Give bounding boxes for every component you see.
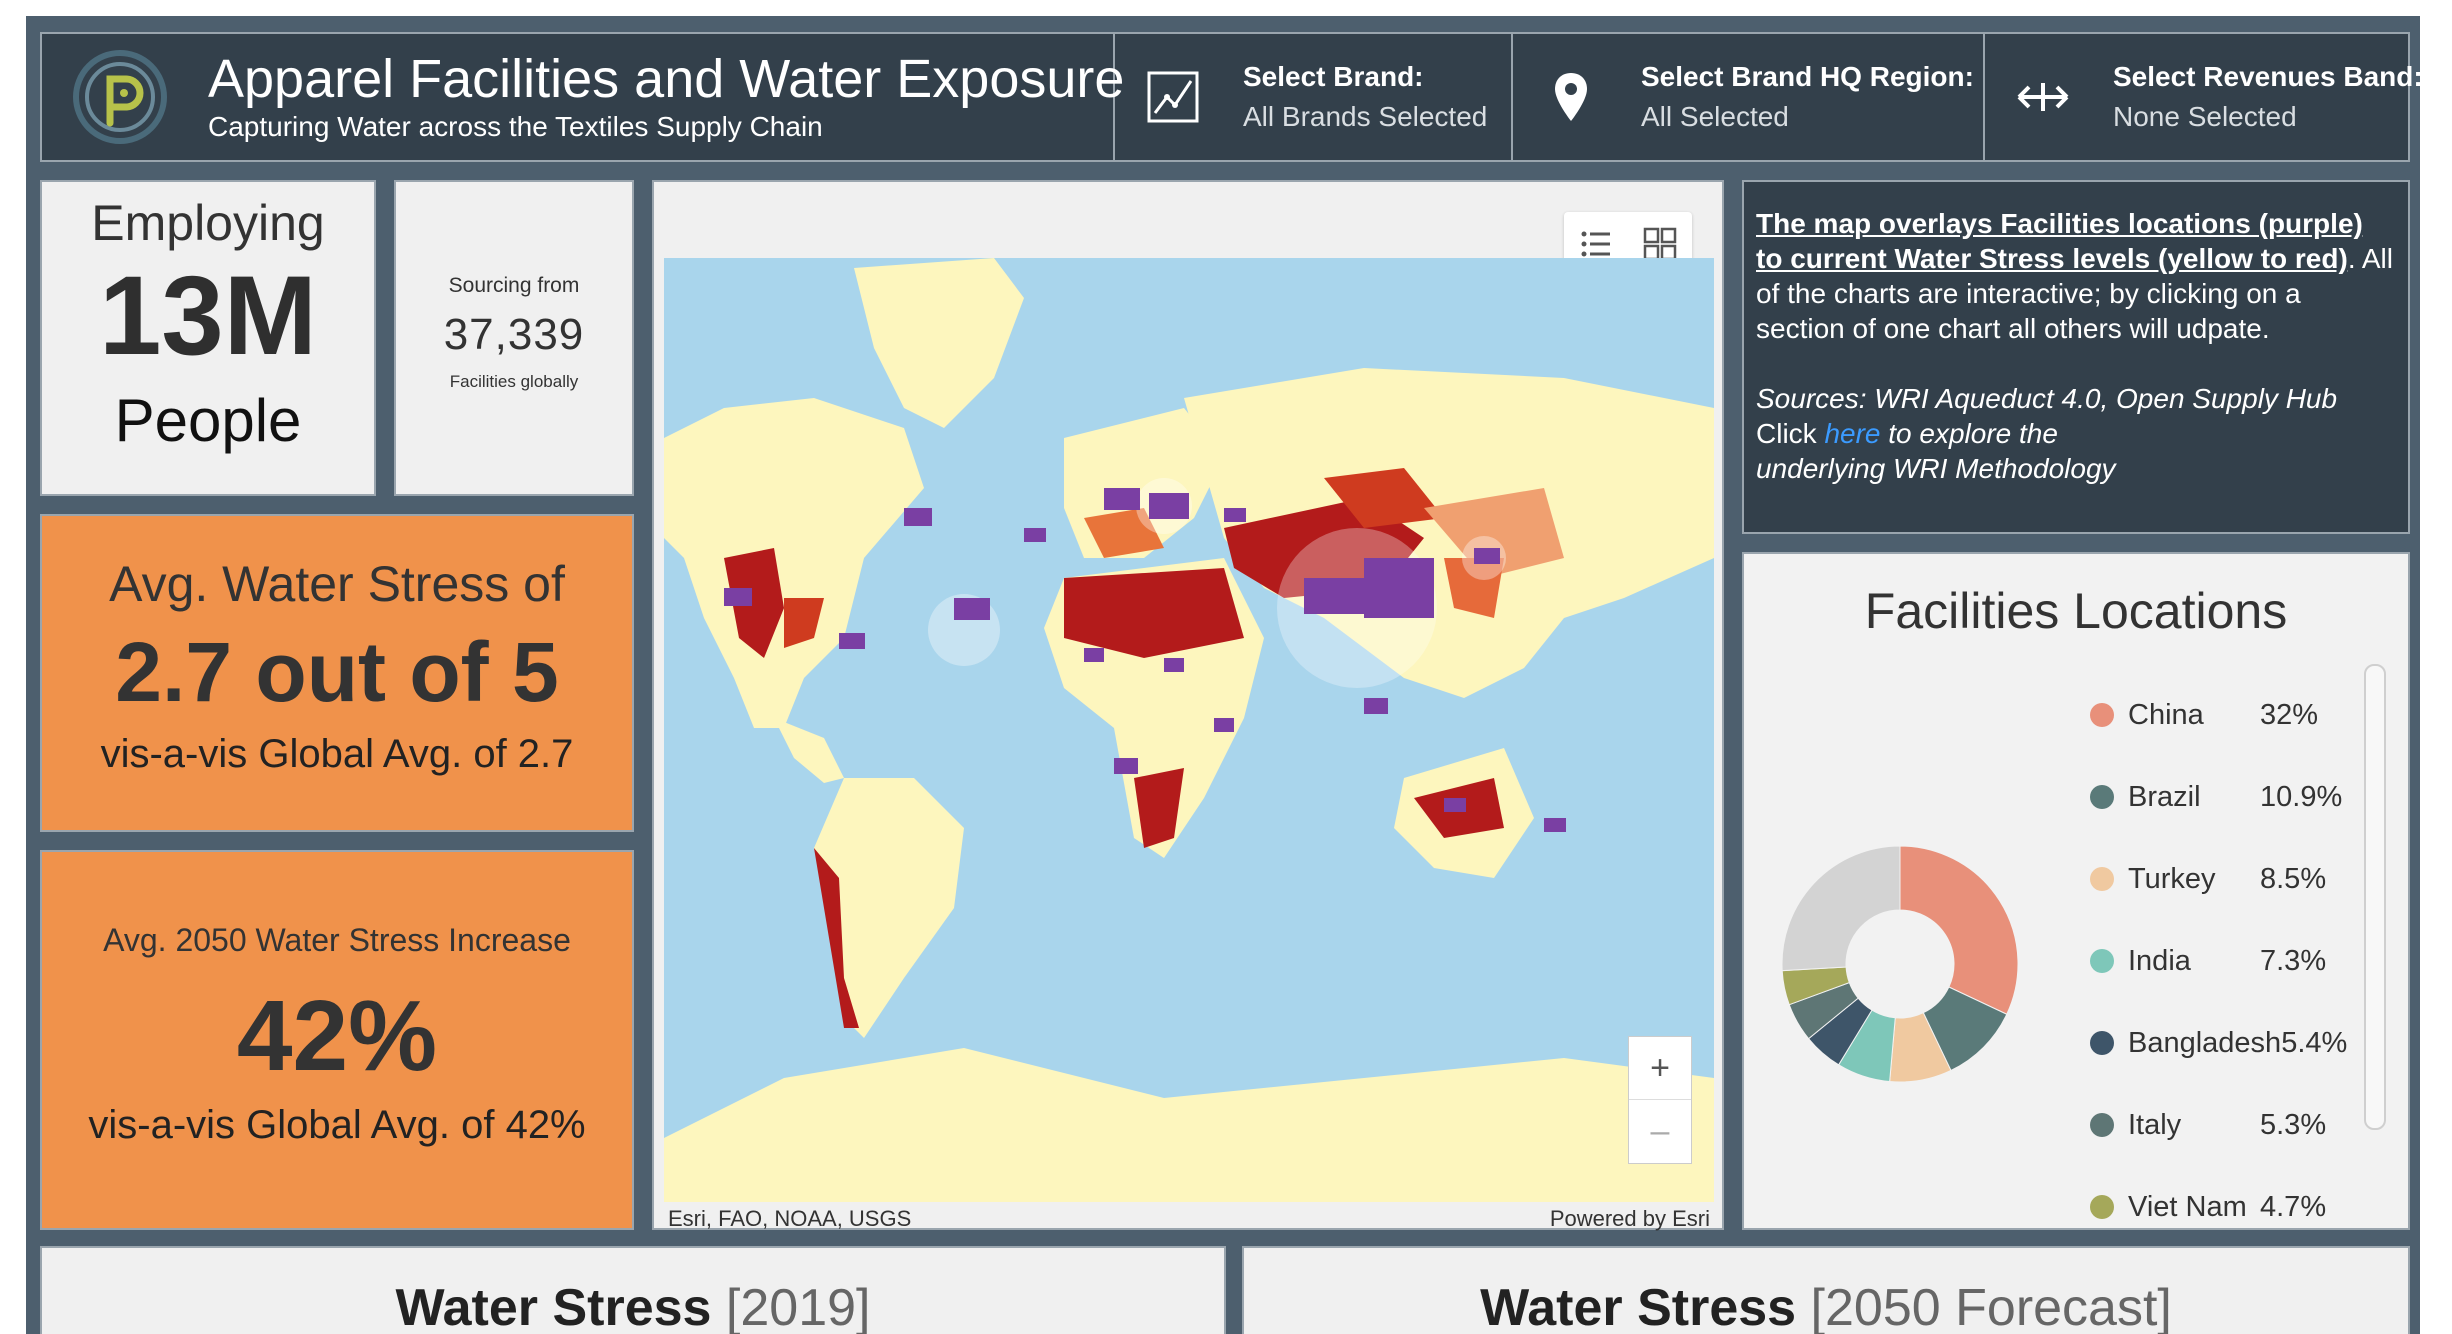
region-filter-value: All Selected	[1641, 101, 1789, 132]
sourcing-value: 37,339	[443, 310, 585, 359]
water-stress-card: Avg. Water Stress of 2.7 out of 5 vis-a-…	[40, 514, 634, 832]
legend-pct: 32%	[2260, 698, 2319, 731]
region-filter[interactable]: Select Brand HQ Region: All Selected	[1513, 34, 1985, 160]
stress-increase-value: 42%	[236, 980, 438, 1092]
legend-dot	[2090, 785, 2114, 809]
facilities-donut[interactable]	[1780, 844, 2020, 1084]
employing-value: 13M	[99, 253, 317, 378]
legend-item[interactable]: Italy 5.3%	[2090, 1084, 2330, 1166]
revenue-filter-label: Select Revenues Band:	[2113, 61, 2423, 92]
location-pin-icon	[1555, 73, 1587, 121]
info-intro-underlined: The map overlays Facilities locations (p…	[1756, 208, 2363, 274]
legend-pct: 7.3%	[2260, 944, 2327, 977]
water-stress-value: 2.7 out of 5	[115, 625, 559, 719]
map-attribution: Esri, FAO, NOAA, USGS Powered by Esri	[664, 1206, 1714, 1231]
header-bar: Apparel Facilities and Water Exposure Ca…	[40, 32, 2423, 162]
arrows-icon	[2017, 83, 2069, 111]
dashboard-frame: Apparel Facilities and Water Exposure Ca…	[26, 16, 2423, 1334]
attribution-powered[interactable]: Powered by Esri	[1549, 1206, 1710, 1231]
legend-pct: 8.5%	[2260, 862, 2327, 895]
chart-icon	[1147, 71, 1199, 123]
legend-pct: 10.9%	[2260, 780, 2343, 813]
employing-label: Employing	[91, 195, 325, 251]
donut-slice-china[interactable]	[1899, 845, 2019, 1015]
legend-country: Turkey	[2128, 862, 2216, 895]
info-click-rest: to explore the	[1880, 418, 2058, 449]
info-sources: Sources: WRI Aqueduct 4.0, Open Supply H…	[1756, 383, 2338, 414]
water-stress-2050-header: Water Stress [2050 Forecast]	[1242, 1246, 2410, 1334]
map-panel: + – Esri, FAO, NOAA, USGS Powered by Esr…	[652, 180, 1724, 1231]
water-stress-2019-header: Water Stress [2019]	[40, 1246, 1226, 1334]
legend-dot	[2090, 867, 2114, 891]
legend-country: Brazil	[2128, 780, 2201, 813]
attribution-sources: Esri, FAO, NOAA, USGS	[668, 1206, 912, 1231]
sourcing-unit: Facilities globally	[449, 372, 579, 391]
legend-pct: 4.7%	[2260, 1190, 2327, 1223]
legend-pct: 5.4%	[2281, 1026, 2348, 1059]
employing-card: Employing 13M People	[40, 180, 376, 496]
zoom-in-button[interactable]: +	[1629, 1037, 1691, 1100]
info-panel: The map overlays Facilities locations (p…	[1742, 180, 2410, 534]
legend-dot	[2090, 1195, 2114, 1219]
brand-filter-label: Select Brand:	[1243, 61, 1424, 92]
legend-country: Viet Nam	[2128, 1190, 2247, 1223]
stress-increase-compare: vis-a-vis Global Avg. of 42%	[88, 1103, 586, 1147]
legend-item[interactable]: Brazil 10.9%	[2090, 756, 2343, 838]
legend-list-icon[interactable]	[1579, 227, 1613, 261]
legend-country: Italy	[2128, 1108, 2182, 1141]
brand-filter[interactable]: Select Brand: All Brands Selected	[1115, 34, 1513, 160]
legend-item[interactable]: Viet Nam 4.7%	[2090, 1166, 2330, 1248]
facilities-title: Facilities Locations	[1864, 583, 2288, 639]
sourcing-card: Sourcing from 37,339 Facilities globally	[394, 180, 634, 496]
water-stress-2019-title: Water Stress	[395, 1279, 712, 1334]
water-stress-2050-title: Water Stress	[1480, 1279, 1797, 1334]
stress-increase-label: Avg. 2050 Water Stress Increase	[103, 922, 571, 958]
stress-increase-card: Avg. 2050 Water Stress Increase 42% vis-…	[40, 850, 634, 1230]
brand-filter-value: All Brands Selected	[1243, 101, 1488, 132]
info-click-rest2: underlying WRI Methodology	[1756, 453, 2116, 484]
legend-item[interactable]: India 7.3%	[2090, 920, 2330, 1002]
revenue-filter[interactable]: Select Revenues Band: None Selected	[1985, 34, 2423, 160]
zoom-control: + –	[1628, 1036, 1692, 1164]
page-title: Apparel Facilities and Water Exposure	[208, 49, 1125, 109]
legend-country: China	[2128, 698, 2204, 731]
region-filter-label: Select Brand HQ Region:	[1641, 61, 1974, 92]
legend-item[interactable]: Bangladesh 5.4%	[2090, 1002, 2347, 1084]
water-stress-label: Avg. Water Stress of	[109, 556, 565, 612]
donut-slice-other[interactable]	[1781, 845, 1901, 972]
employing-unit: People	[114, 387, 302, 454]
methodology-link[interactable]: here	[1824, 418, 1881, 449]
zoom-out-button[interactable]: –	[1650, 1112, 1670, 1150]
water-stress-2019-year: [2019]	[711, 1279, 871, 1334]
legend-item[interactable]: China 32%	[2090, 674, 2330, 756]
legend-dot	[2090, 703, 2114, 727]
sourcing-label: Sourcing from	[448, 274, 580, 297]
legend-country: India	[2128, 944, 2191, 977]
water-stress-compare: vis-a-vis Global Avg. of 2.7	[100, 732, 574, 776]
legend-country: Bangladesh	[2128, 1026, 2282, 1059]
legend-pct: 5.3%	[2260, 1108, 2327, 1141]
legend-dot	[2090, 1031, 2114, 1055]
legend-dot	[2090, 1113, 2114, 1137]
info-click-line: Click here to explore the	[1756, 416, 2396, 451]
facilities-panel: Facilities Locations China 32% Brazil 10.9…	[1742, 552, 2410, 1230]
water-stress-2050-year: [2050 Forecast]	[1796, 1279, 2172, 1334]
legend-item[interactable]: Turkey 8.5%	[2090, 838, 2330, 920]
info-intro-rest: . All of the charts are interactive; by …	[1756, 243, 2393, 344]
revenue-filter-value: None Selected	[2113, 101, 2297, 132]
legend-dot	[2090, 949, 2114, 973]
basemap-gallery-icon[interactable]	[1643, 227, 1677, 261]
legend-scrollbar[interactable]	[2364, 664, 2386, 1130]
page-subtitle: Capturing Water across the Textiles Supp…	[208, 111, 823, 142]
info-click: Click	[1756, 418, 1825, 449]
world-map[interactable]	[664, 258, 1714, 1202]
logo-icon	[73, 50, 167, 144]
facilities-legend: China 32% Brazil 10.9% Turkey 8.5% India 7.3…	[2090, 674, 2347, 1248]
brand-block: Apparel Facilities and Water Exposure Ca…	[42, 34, 1124, 160]
world-map-graphic[interactable]	[664, 258, 1714, 1202]
info-intro: The map overlays Facilities locations (p…	[1756, 206, 2396, 346]
